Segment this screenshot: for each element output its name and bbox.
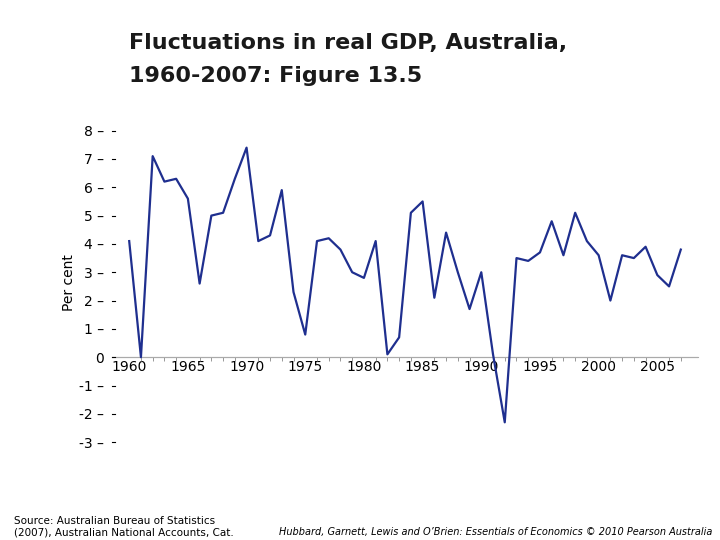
- Text: Hubbard, Garnett, Lewis and O’Brien: Essentials of Economics © 2010 Pearson Aust: Hubbard, Garnett, Lewis and O’Brien: Ess…: [279, 527, 713, 537]
- Text: Fluctuations in real GDP, Australia,: Fluctuations in real GDP, Australia,: [129, 33, 567, 53]
- Y-axis label: Per cent: Per cent: [62, 254, 76, 310]
- Text: 1960-2007: Figure 13.5: 1960-2007: Figure 13.5: [129, 66, 423, 86]
- Text: Source: Australian Bureau of Statistics
(2007), Australian National Accounts, Ca: Source: Australian Bureau of Statistics …: [14, 516, 234, 537]
